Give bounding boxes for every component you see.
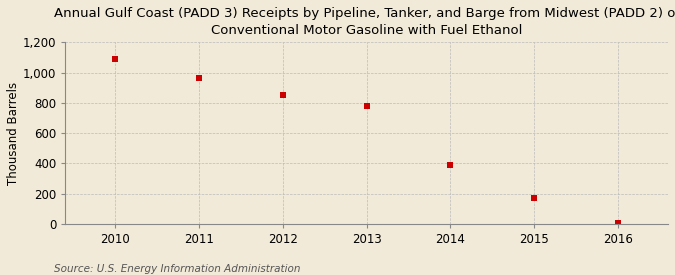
Title: Annual Gulf Coast (PADD 3) Receipts by Pipeline, Tanker, and Barge from Midwest : Annual Gulf Coast (PADD 3) Receipts by P… [53, 7, 675, 37]
Text: Source: U.S. Energy Information Administration: Source: U.S. Energy Information Administ… [54, 264, 300, 274]
Y-axis label: Thousand Barrels: Thousand Barrels [7, 82, 20, 185]
